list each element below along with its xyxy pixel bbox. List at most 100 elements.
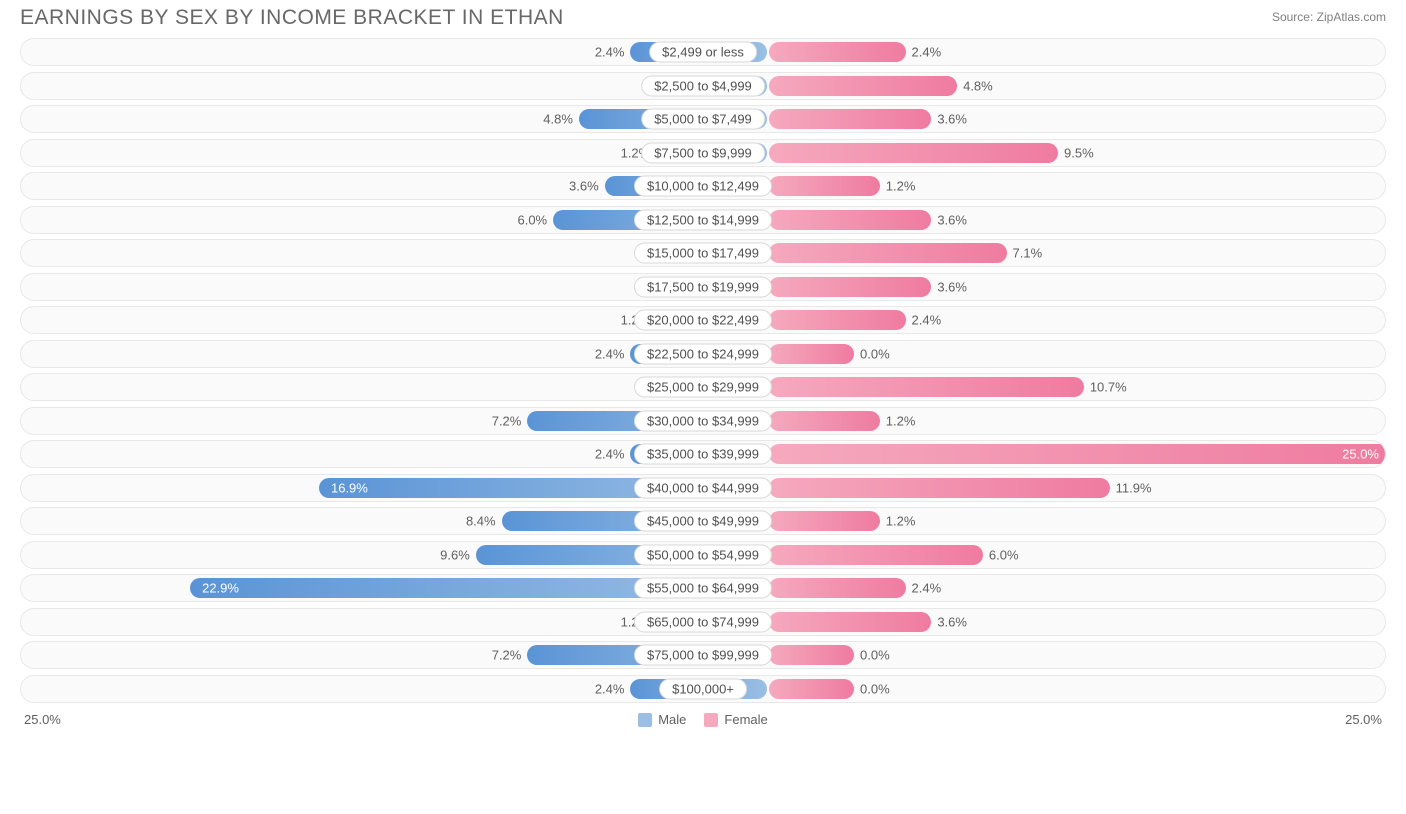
chart-row: $22,500 to $24,999 2.4% 0.0% <box>20 340 1386 368</box>
chart-title: EARNINGS BY SEX BY INCOME BRACKET IN ETH… <box>20 6 564 30</box>
female-bar <box>769 243 1007 263</box>
bracket-label: $2,499 or less <box>649 42 757 63</box>
bracket-label: $45,000 to $49,999 <box>634 511 772 532</box>
female-bar <box>769 109 931 129</box>
male-pct: 2.4% <box>595 447 625 462</box>
source-attribution: Source: ZipAtlas.com <box>1272 6 1386 24</box>
female-pct: 11.9% <box>1116 480 1152 495</box>
chart-row: $7,500 to $9,9991.2%9.5% <box>20 139 1386 167</box>
bracket-label: $5,000 to $7,499 <box>641 109 765 130</box>
male-pct: 2.4% <box>595 45 625 60</box>
female-bar <box>769 679 854 699</box>
chart-row: $35,000 to $39,999 2.4% 25.0% <box>20 440 1386 468</box>
chart-row: $50,000 to $54,999 9.6% 6.0% <box>20 541 1386 569</box>
male-pct: 8.4% <box>466 514 496 529</box>
chart-row: $55,000 to $64,999 22.9% 2.4% <box>20 574 1386 602</box>
female-pct: 7.1% <box>1013 246 1043 261</box>
male-pct: 3.6% <box>569 179 599 194</box>
right-axis-max: 25.0% <box>1345 712 1382 727</box>
female-bar <box>769 645 854 665</box>
female-pct: 6.0% <box>989 547 1019 562</box>
bracket-label: $75,000 to $99,999 <box>634 645 772 666</box>
bracket-label: $7,500 to $9,999 <box>641 142 765 163</box>
female-bar <box>769 344 854 364</box>
bracket-label: $50,000 to $54,999 <box>634 544 772 565</box>
female-pct: 0.0% <box>860 681 890 696</box>
female-pct: 2.4% <box>912 581 942 596</box>
female-bar <box>769 143 1058 163</box>
chart-row: $75,000 to $99,999 7.2% 0.0% <box>20 641 1386 669</box>
male-pct: 4.8% <box>543 112 573 127</box>
male-swatch <box>638 713 652 727</box>
chart-row: $10,000 to $12,499 3.6% 1.2% <box>20 172 1386 200</box>
chart-row: $40,000 to $44,99916.9%11.9% <box>20 474 1386 502</box>
chart-row: $5,000 to $7,499 4.8% 3.6% <box>20 105 1386 133</box>
bracket-label: $2,500 to $4,999 <box>641 75 765 96</box>
bracket-label: $20,000 to $22,499 <box>634 310 772 331</box>
chart-row: $2,500 to $4,9990.0%4.8% <box>20 72 1386 100</box>
female-bar <box>769 411 880 431</box>
female-bar <box>769 377 1084 397</box>
male-pct: 2.4% <box>595 346 625 361</box>
bracket-label: $40,000 to $44,999 <box>634 477 772 498</box>
female-bar <box>769 478 1110 498</box>
legend-female-label: Female <box>724 712 767 727</box>
female-bar <box>769 176 880 196</box>
chart-row: $2,499 or less 2.4% 2.4% <box>20 38 1386 66</box>
female-bar <box>769 612 931 632</box>
bracket-label: $30,000 to $34,999 <box>634 410 772 431</box>
male-pct: 6.0% <box>517 212 547 227</box>
male-pct: 7.2% <box>492 413 522 428</box>
male-pct: 22.9% <box>202 581 239 596</box>
legend: Male Female <box>638 712 768 727</box>
chart-row: $20,000 to $22,4991.2%2.4% <box>20 306 1386 334</box>
chart-row: $25,000 to $29,9990.0%10.7% <box>20 373 1386 401</box>
female-bar <box>769 511 880 531</box>
chart-row: $45,000 to $49,999 8.4% 1.2% <box>20 507 1386 535</box>
bracket-label: $65,000 to $74,999 <box>634 611 772 632</box>
legend-male: Male <box>638 712 686 727</box>
bracket-label: $10,000 to $12,499 <box>634 176 772 197</box>
female-pct: 3.6% <box>937 212 967 227</box>
bracket-label: $22,500 to $24,999 <box>634 343 772 364</box>
female-bar <box>769 210 931 230</box>
bracket-label: $17,500 to $19,999 <box>634 276 772 297</box>
bracket-label: $15,000 to $17,499 <box>634 243 772 264</box>
female-swatch <box>704 713 718 727</box>
female-bar <box>769 277 931 297</box>
female-pct: 2.4% <box>912 45 942 60</box>
bracket-label: $35,000 to $39,999 <box>634 444 772 465</box>
chart-row: $65,000 to $74,9991.2%3.6% <box>20 608 1386 636</box>
bracket-label: $25,000 to $29,999 <box>634 377 772 398</box>
bracket-label: $55,000 to $64,999 <box>634 578 772 599</box>
legend-male-label: Male <box>658 712 686 727</box>
female-pct: 3.6% <box>937 279 967 294</box>
female-pct: 0.0% <box>860 648 890 663</box>
diverging-bar-chart: $2,499 or less2.4%2.4%$2,500 to $4,9990.… <box>0 38 1406 703</box>
female-bar <box>769 76 957 96</box>
chart-row: $30,000 to $34,999 7.2% 1.2% <box>20 407 1386 435</box>
male-pct: 7.2% <box>492 648 522 663</box>
female-bar <box>769 42 906 62</box>
female-pct: 1.2% <box>886 514 916 529</box>
female-pct: 3.6% <box>937 112 967 127</box>
left-axis-max: 25.0% <box>24 712 61 727</box>
female-bar <box>769 545 983 565</box>
legend-female: Female <box>704 712 767 727</box>
female-pct: 25.0% <box>1342 447 1379 462</box>
bracket-label: $12,500 to $14,999 <box>634 209 772 230</box>
female-pct: 3.6% <box>937 614 967 629</box>
chart-row: $17,500 to $19,9990.0%3.6% <box>20 273 1386 301</box>
chart-row: $100,000+2.4%0.0% <box>20 675 1386 703</box>
male-pct: 2.4% <box>595 681 625 696</box>
female-pct: 9.5% <box>1064 145 1094 160</box>
female-bar <box>769 578 906 598</box>
chart-row: $12,500 to $14,999 6.0% 3.6% <box>20 206 1386 234</box>
chart-row: $15,000 to $17,4990.0%7.1% <box>20 239 1386 267</box>
female-pct: 4.8% <box>963 78 993 93</box>
female-pct: 1.2% <box>886 413 916 428</box>
male-pct: 9.6% <box>440 547 470 562</box>
female-pct: 1.2% <box>886 179 916 194</box>
female-pct: 2.4% <box>912 313 942 328</box>
female-pct: 0.0% <box>860 346 890 361</box>
